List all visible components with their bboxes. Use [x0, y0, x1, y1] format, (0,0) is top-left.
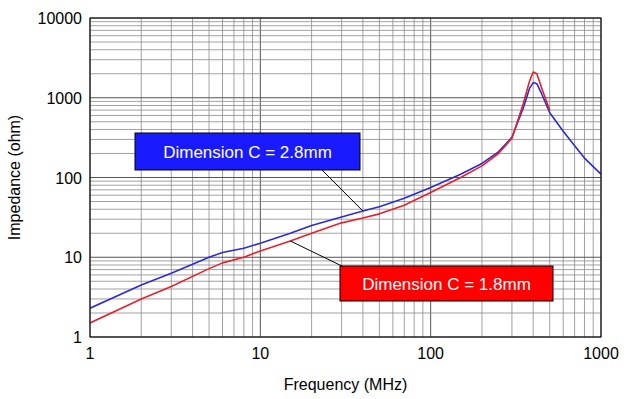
annotation-leader — [322, 170, 363, 211]
y-minor-grid — [90, 110, 601, 111]
plot-frame — [90, 18, 601, 337]
y-minor-grid — [90, 121, 601, 122]
y-minor-grid — [90, 21, 601, 22]
y-minor-grid — [90, 219, 601, 220]
chart: 1 10 100 1000 1 10 100 1000 10000 Frequency (MHz)… — [0, 0, 627, 399]
grid — [90, 18, 601, 337]
y-grid — [90, 177, 601, 178]
y-minor-grid — [90, 201, 601, 202]
y-minor-grid — [90, 30, 601, 31]
y-tick-label: 1 — [73, 329, 82, 346]
plot-area — [90, 72, 601, 323]
y-minor-grid — [90, 264, 601, 265]
y-minor-grid — [90, 73, 601, 74]
y-minor-grid — [90, 129, 601, 130]
y-tick-label: 10 — [64, 249, 82, 266]
y-minor-grid — [90, 312, 601, 313]
y-minor-grid — [90, 195, 601, 196]
annotation-leader — [290, 241, 346, 268]
y-minor-grid — [90, 181, 601, 182]
y-minor-grid — [90, 35, 601, 36]
background — [0, 0, 627, 399]
x-tick-label: 10 — [251, 345, 269, 362]
y-minor-grid — [90, 209, 601, 210]
y-minor-grid — [90, 185, 601, 186]
series-line — [90, 72, 550, 323]
y-minor-grid — [90, 42, 601, 43]
x-axis-title: Frequency (MHz) — [284, 376, 408, 393]
y-tick-label: 100 — [55, 170, 82, 187]
y-minor-grid — [90, 115, 601, 116]
y-grid — [90, 257, 601, 258]
y-minor-grid — [90, 59, 601, 60]
y-minor-grid — [90, 189, 601, 190]
annotation-text: Dimension C = 2.8mm — [163, 143, 332, 162]
y-minor-grid — [90, 233, 601, 234]
x-tick-label: 1000 — [583, 345, 619, 362]
y-minor-grid — [90, 260, 601, 261]
series-line — [90, 83, 601, 309]
y-tick-label: 1000 — [46, 90, 82, 107]
annotation-box — [135, 133, 360, 170]
y-minor-grid — [90, 25, 601, 26]
y-axis-title: Impedance (ohm) — [6, 115, 23, 240]
annotation-box — [340, 266, 553, 301]
x-tick-label: 100 — [417, 345, 444, 362]
y-tick-label: 10000 — [38, 10, 83, 27]
y-minor-grid — [90, 49, 601, 50]
annotation-text: Dimension C = 1.8mm — [362, 275, 531, 294]
x-tick-label: 1 — [86, 345, 95, 362]
